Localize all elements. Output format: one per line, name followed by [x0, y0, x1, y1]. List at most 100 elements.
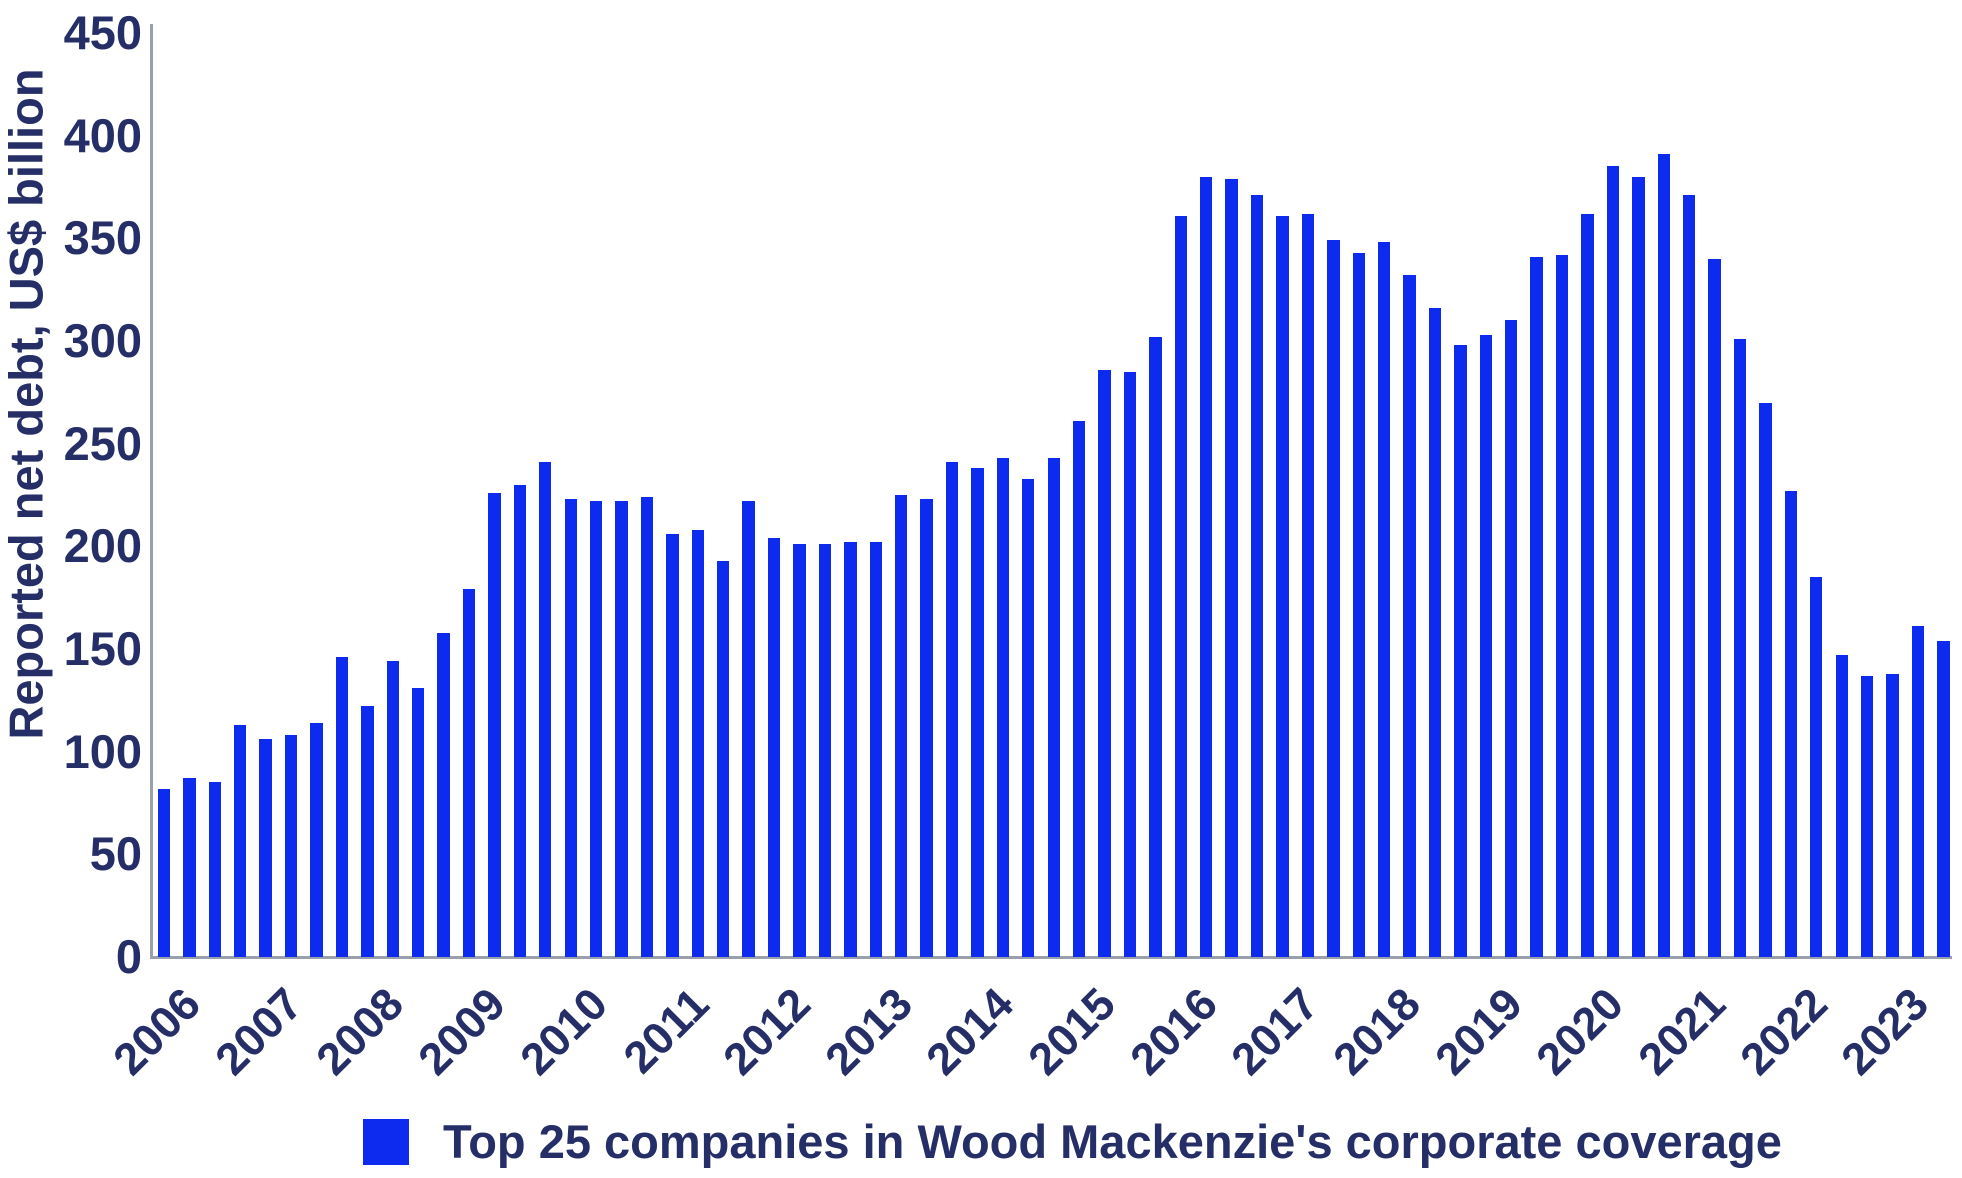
bar	[1072, 421, 1086, 957]
x-year-label: 2021	[1628, 977, 1736, 1085]
bar	[183, 778, 196, 957]
x-year-label: 2018	[1323, 977, 1431, 1085]
bar	[1276, 215, 1289, 957]
bar	[208, 782, 222, 957]
x-year-label: 2007	[204, 977, 312, 1085]
y-tick-label: 350	[63, 211, 142, 265]
bar	[412, 688, 425, 957]
bar	[437, 632, 450, 957]
x-year-label: 2016	[1119, 977, 1227, 1085]
bar	[335, 657, 349, 957]
bar	[310, 722, 323, 957]
bar	[666, 534, 679, 957]
bar	[1505, 320, 1518, 957]
bar	[717, 560, 730, 957]
bar	[1454, 345, 1467, 957]
y-tick-label: 100	[63, 724, 142, 778]
legend-color-swatch	[363, 1119, 409, 1165]
bar	[1733, 338, 1747, 957]
bar	[1377, 242, 1391, 957]
bar	[1098, 369, 1111, 957]
x-year-label: 2015	[1018, 977, 1126, 1085]
bar	[462, 589, 476, 957]
x-year-label: 2013	[814, 977, 922, 1085]
bar	[488, 492, 501, 957]
x-year-label: 2009	[408, 977, 515, 1085]
bar	[1683, 195, 1696, 957]
bar	[284, 735, 298, 957]
bar	[1911, 626, 1925, 957]
x-year-label: 2022	[1729, 977, 1837, 1085]
bar	[1047, 458, 1060, 957]
bar	[767, 538, 781, 957]
bar	[1555, 254, 1569, 957]
bar	[234, 724, 247, 957]
bar	[1174, 215, 1187, 957]
x-year-label: 2010	[509, 977, 617, 1085]
bar	[945, 462, 959, 957]
bar	[513, 484, 527, 957]
legend-label: Top 25 companies in Wood Mackenzie's cor…	[443, 1115, 1782, 1168]
bar	[1123, 371, 1137, 957]
y-tick-label: 300	[63, 314, 142, 367]
y-tick-label: 400	[63, 108, 142, 162]
bar	[1860, 675, 1874, 957]
x-year-label: 2014	[916, 977, 1024, 1085]
bar	[640, 497, 654, 957]
bar	[1352, 252, 1365, 957]
y-tick-label: 50	[89, 827, 142, 881]
bar	[742, 501, 755, 957]
y-tick-label: 200	[63, 519, 142, 573]
bar	[894, 495, 908, 957]
bar	[1937, 640, 1950, 957]
bar	[386, 661, 399, 957]
x-year-label: 2023	[1831, 977, 1939, 1085]
bar	[1810, 577, 1823, 957]
bar	[844, 542, 857, 957]
bar	[1200, 176, 1213, 957]
bar	[1708, 258, 1721, 957]
y-tick-label: 150	[63, 622, 142, 675]
bar	[259, 739, 272, 957]
bar	[157, 788, 171, 957]
bar	[589, 501, 603, 957]
bar	[1149, 336, 1162, 957]
bar	[1657, 154, 1670, 957]
bar	[996, 458, 1010, 957]
bar	[818, 544, 832, 957]
bar	[615, 501, 628, 957]
bar	[539, 462, 552, 957]
bar	[793, 544, 806, 957]
x-year-label: 2017	[1221, 977, 1329, 1085]
bar	[1606, 166, 1620, 957]
bar	[1479, 334, 1493, 957]
bar	[1632, 176, 1645, 957]
y-tick-label: 250	[63, 416, 142, 470]
bar	[1225, 178, 1238, 957]
bar	[1403, 275, 1416, 957]
bar	[869, 542, 882, 957]
bar	[1784, 490, 1798, 957]
bar	[1022, 478, 1035, 957]
bar	[1581, 213, 1594, 957]
x-year-label: 2019	[1424, 977, 1532, 1085]
y-tick-label: 450	[63, 6, 142, 59]
bar	[1886, 673, 1899, 957]
x-year-label: 2006	[103, 977, 210, 1085]
bar	[971, 468, 984, 957]
bar	[361, 706, 374, 957]
bar	[1835, 655, 1848, 957]
bar	[691, 529, 704, 957]
bar	[1759, 402, 1772, 957]
bar	[1250, 195, 1264, 957]
x-year-label: 2011	[613, 977, 719, 1083]
bar	[1428, 308, 1442, 957]
x-year-label: 2012	[713, 977, 821, 1085]
bar	[1530, 256, 1543, 957]
y-tick-label: 0	[115, 930, 142, 983]
x-axis-line	[150, 956, 1952, 959]
bar	[564, 499, 577, 957]
bar	[1327, 240, 1340, 957]
x-year-label: 2008	[306, 977, 414, 1085]
